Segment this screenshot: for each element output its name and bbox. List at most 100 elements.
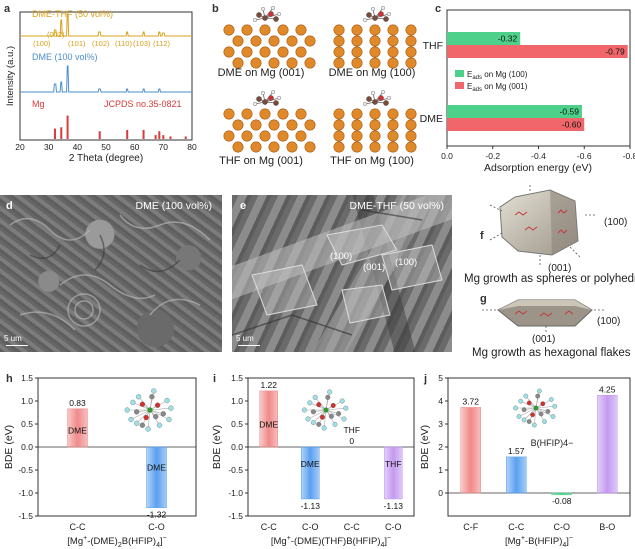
xrd-reference-label: JCPDS no.35-0821	[104, 99, 182, 109]
bar-label: THF	[343, 425, 360, 435]
growth-scheme-flakes: (100) (001)	[482, 299, 620, 345]
category-label: C-C	[70, 522, 86, 532]
c-bar-dme-1	[447, 118, 585, 131]
mg-atom	[286, 57, 298, 69]
complex-atom	[134, 409, 140, 415]
ytick-label: 0.0	[231, 442, 243, 452]
complex-atom	[319, 414, 325, 420]
mg-atom	[277, 108, 289, 120]
complex-atom	[166, 416, 172, 423]
complex-atom	[513, 405, 518, 411]
mg-atom	[369, 108, 381, 120]
bar-label: THF	[385, 459, 402, 469]
complex-atom	[548, 397, 554, 402]
complex-atom	[147, 407, 153, 413]
c-xlabel: Adsorption energy (eV)	[484, 162, 592, 174]
ytick-label: 1	[438, 465, 443, 475]
mg-atom	[232, 57, 244, 69]
molecule-atom	[366, 12, 372, 18]
c-xtick-label: -0.6	[577, 151, 592, 161]
molecule-atom	[383, 16, 389, 22]
c-xtick-label: -0.4	[531, 151, 546, 161]
mg-atom	[369, 57, 381, 69]
bar-label: DME	[259, 419, 278, 429]
ytick-label: 1.5	[21, 373, 33, 383]
mg-atom	[295, 24, 307, 36]
mg-atom	[286, 35, 298, 47]
bar-c-o	[301, 446, 320, 500]
xrd-chart: DME-THF (50 vol%) DME (100 vol%) Mg JCPD…	[5, 9, 197, 164]
adsorption-structures: DME on Mg (001) DME on Mg (100) THF on M…	[218, 5, 417, 167]
structure-label-dme-mg001: DME on Mg (001)	[218, 67, 305, 79]
complex-atom	[545, 409, 551, 414]
complex-atom	[139, 422, 146, 428]
xrd-peak-100: (100)	[33, 39, 51, 48]
complex-atom	[530, 412, 535, 418]
mg-atom	[405, 46, 417, 58]
complex-atom	[526, 419, 532, 424]
ytick-label: -1.5	[228, 511, 243, 521]
mg-atom	[250, 35, 262, 47]
mg-atom	[333, 35, 345, 47]
ylabel: BDE (eV)	[211, 425, 223, 469]
mg-atom	[405, 141, 417, 153]
value-label: 1.22	[260, 380, 277, 390]
scheme-g-facet-bottom: (001)	[532, 334, 555, 345]
c-legend-swatch-100	[455, 70, 464, 77]
value-label: 1.57	[508, 446, 525, 456]
xrd-series-label-dme: DME (100 vol%)	[32, 52, 98, 62]
mg-atom	[232, 141, 244, 153]
complex-atom	[332, 421, 338, 427]
complex-atom	[321, 425, 327, 431]
structure-label-dme-mg100: DME on Mg (100)	[329, 67, 416, 79]
c-bar-dme-0	[447, 105, 582, 118]
c-legend-entry-100: Eads on Mg (100)	[467, 70, 528, 81]
complex-atom	[124, 407, 130, 413]
ytick-label: -1.0	[228, 488, 243, 498]
mg-atom	[277, 46, 289, 58]
xrd-xtick: 20	[15, 142, 25, 152]
complex-atom	[552, 403, 558, 409]
ytick-label: 0.0	[21, 442, 33, 452]
bar-label: DME	[147, 462, 166, 472]
molecule-atom	[366, 96, 372, 102]
c-legend-entry-001: Eads on Mg (001)	[467, 82, 528, 93]
complex-atom	[310, 420, 316, 426]
mg-atom	[333, 46, 345, 58]
structure-thf-mg100	[333, 89, 417, 153]
mg-atom	[351, 130, 363, 142]
complex-atom	[327, 389, 333, 395]
molecule-atom	[253, 101, 258, 106]
molecule-atom	[362, 18, 367, 23]
sem-image-dme: DME (100 vol%) 5 um	[0, 195, 222, 352]
sem-e-facet-100b: (100)	[395, 257, 418, 268]
complex-atom	[156, 422, 163, 428]
molecule-atom	[256, 96, 262, 102]
mg-atom	[387, 46, 399, 58]
c-bar-thf-0	[447, 32, 521, 45]
molecule-atom	[386, 11, 391, 16]
panel-label-b: b	[212, 3, 219, 15]
mg-atom	[259, 108, 271, 120]
mg-atom	[369, 130, 381, 142]
structure-label-thf-mg001: THF on Mg (001)	[219, 155, 303, 167]
c-legend: Eads on Mg (100) Eads on Mg (001)	[455, 70, 528, 93]
xrd-peak-101: (101)	[68, 39, 86, 48]
bar-c-o	[384, 446, 403, 500]
bar-b-o	[597, 395, 618, 494]
ytick-label: 4	[438, 396, 443, 406]
mg-atom	[268, 57, 280, 69]
panel-label-e: e	[240, 200, 247, 212]
xrd-trace-dme-thf	[20, 13, 192, 37]
bar-c-c	[259, 390, 278, 448]
molecule-atom	[380, 89, 385, 94]
category-label: C-O	[302, 522, 319, 532]
bar-label: DME	[68, 426, 87, 436]
complex-atom	[310, 409, 316, 415]
complex-atom	[531, 422, 537, 428]
mg-atom	[405, 57, 417, 69]
xrd-xlabel: 2 Theta (degree)	[69, 153, 143, 164]
molecule-atom	[372, 15, 378, 21]
value-label: 4.25	[599, 384, 616, 394]
mg-atom	[351, 46, 363, 58]
